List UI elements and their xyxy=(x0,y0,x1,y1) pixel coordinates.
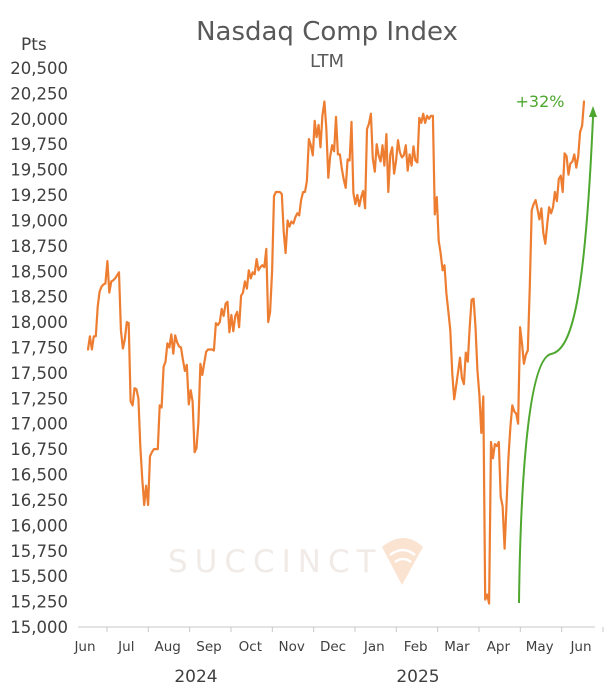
y-tick-label: 17,250 xyxy=(10,389,68,408)
y-tick-label: 16,500 xyxy=(10,466,68,485)
watermark-text: SUCCINCT xyxy=(168,544,383,580)
y-tick-label: 15,500 xyxy=(10,567,68,586)
y-tick-label: 19,750 xyxy=(10,135,68,154)
x-tick-label: Jul xyxy=(117,639,134,655)
watermark-logo xyxy=(382,538,423,585)
y-tick-label: 18,000 xyxy=(10,313,68,332)
x-tick-label: Sep xyxy=(196,639,221,655)
x-tick-label: May xyxy=(526,639,554,655)
y-tick-label: 18,250 xyxy=(10,288,68,307)
growth-arrow-head xyxy=(589,106,597,117)
y-tick-label: 16,250 xyxy=(10,491,68,510)
y-tick-label: 20,250 xyxy=(10,84,68,103)
y-tick-label: 17,500 xyxy=(10,364,68,383)
succinct-watermark: SUCCINCT xyxy=(168,538,423,585)
y-axis-label: Pts xyxy=(21,35,47,55)
x-tick-labels: Jun Jul Aug Sep Oct Nov Dec Jan Feb Mar Apr May Jun xyxy=(73,639,591,655)
y-tick-label: 15,250 xyxy=(10,593,68,612)
x-tick-label: Mar xyxy=(444,639,470,655)
year-label-2024: 2024 xyxy=(174,667,217,687)
x-axis xyxy=(78,626,604,632)
y-tick-label: 20,000 xyxy=(10,110,68,129)
y-tick-label: 15,750 xyxy=(10,542,68,561)
x-tick-label: Aug xyxy=(154,639,180,655)
growth-arrow-curve xyxy=(518,116,594,604)
y-tick-label: 17,750 xyxy=(10,339,68,358)
growth-arrow xyxy=(518,106,597,604)
y-tick-label: 16,750 xyxy=(10,440,68,459)
y-tick-label: 15,000 xyxy=(10,618,68,637)
x-tick-label: Jun xyxy=(73,639,95,655)
y-tick-label: 19,250 xyxy=(10,186,68,205)
y-tick-label: 17,000 xyxy=(10,415,68,434)
y-tick-label: 18,750 xyxy=(10,237,68,256)
y-tick-label: 18,500 xyxy=(10,262,68,281)
x-tick-label: Jun xyxy=(569,639,591,655)
y-tick-label: 19,000 xyxy=(10,211,68,230)
y-axis: 20,500 20,250 20,000 19,750 19,500 19,250 19,0… xyxy=(10,59,68,637)
x-tick-label: Oct xyxy=(239,639,262,655)
x-tick-label: Apr xyxy=(487,639,511,655)
x-tick-label: Nov xyxy=(278,639,304,655)
x-tick-label: Feb xyxy=(404,639,428,655)
growth-annotation: +32% xyxy=(516,92,565,111)
y-tick-label: 16,000 xyxy=(10,516,68,535)
chart-title: Nasdaq Comp Index xyxy=(196,17,458,47)
y-tick-label: 20,500 xyxy=(10,59,68,78)
series-line-nasdaq xyxy=(86,100,586,605)
x-tick-label: Dec xyxy=(320,639,346,655)
chart-subtitle: LTM xyxy=(310,51,344,72)
x-tick-label: Jan xyxy=(363,639,385,655)
year-label-2025: 2025 xyxy=(396,667,439,687)
y-tick-label: 19,500 xyxy=(10,161,68,180)
